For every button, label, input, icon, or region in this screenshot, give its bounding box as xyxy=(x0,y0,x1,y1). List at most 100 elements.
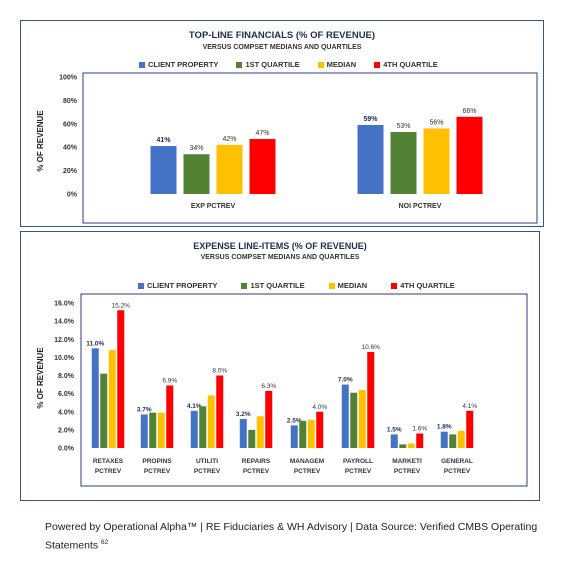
data-label: 42% xyxy=(222,136,236,143)
y-tick-label: 0.0% xyxy=(58,446,75,453)
data-label: 66% xyxy=(462,108,476,115)
legend-label-q4: 4TH QUARTILE xyxy=(383,60,438,69)
bar-2-0 xyxy=(216,144,243,194)
legend-swatch-q4 xyxy=(391,282,398,289)
y-tick-label: 40% xyxy=(63,145,78,152)
bar-2-4 xyxy=(307,419,315,448)
data-label: 2.5% xyxy=(287,417,302,424)
data-label: 34% xyxy=(189,145,203,152)
plot-area-frame xyxy=(82,72,538,224)
legend-swatch-q1 xyxy=(241,282,248,289)
legend-swatch-client xyxy=(139,61,145,68)
bar-2-5 xyxy=(358,390,366,448)
bar-1-5 xyxy=(350,392,358,448)
x-tick-label: NOI PCTREV xyxy=(399,203,442,210)
data-label: 41% xyxy=(156,137,171,144)
legend-swatch-median xyxy=(317,61,324,68)
bar-0-6 xyxy=(390,434,398,448)
data-label: 1.6% xyxy=(412,426,427,433)
data-label: 4.1% xyxy=(462,403,477,410)
y-tick-label: 60% xyxy=(63,121,78,128)
y-tick-label: 12.0% xyxy=(54,337,75,344)
y-axis-label: % OF REVENUE xyxy=(36,347,45,409)
footer-attribution: Powered by Operational Alpha™ | RE Fiduc… xyxy=(45,521,538,552)
bar-3-1 xyxy=(166,385,174,448)
legend-label-median: MEDIAN xyxy=(337,281,368,290)
x-tick-label: GENERAL xyxy=(441,458,473,465)
data-label: 15.2% xyxy=(112,302,131,309)
x-tick-label: UTILITI xyxy=(196,458,218,465)
y-axis-label: % OF REVENUE xyxy=(36,110,45,172)
y-tick-label: 2.0% xyxy=(58,427,75,434)
data-label: 8.0% xyxy=(212,368,227,375)
bar-3-3 xyxy=(265,390,273,448)
x-tick-label: PCTREV xyxy=(95,468,122,475)
chart-legend: CLIENT PROPERTY 1ST QUARTILE MEDIAN 4TH … xyxy=(138,281,455,290)
legend-item-q4: 4TH QUARTILE xyxy=(391,281,455,290)
bar-3-6 xyxy=(416,433,424,448)
x-tick-label: PCTREV xyxy=(444,468,471,475)
bar-1-6 xyxy=(399,444,407,448)
top-line-chart-svg: 0% 20% 40% 60% 80% 100% % OF REVENUE 41% 34% 42% 4… xyxy=(36,72,538,224)
y-tick-label: 8.0% xyxy=(58,373,75,380)
x-tick-label: PAYROLL xyxy=(343,458,373,465)
bar-0-5 xyxy=(341,384,349,448)
legend-swatch-q1 xyxy=(236,61,243,68)
bar-3-1 xyxy=(456,116,483,194)
x-tick-label: PCTREV xyxy=(194,468,221,475)
bar-1-4 xyxy=(299,420,307,448)
data-label: 53% xyxy=(396,123,410,130)
x-tick-label: PCTREV xyxy=(394,468,421,475)
bar-3-0 xyxy=(117,310,125,448)
x-tick-label: PCTREV xyxy=(144,468,171,475)
bar-1-1 xyxy=(390,131,417,194)
bar-3-5 xyxy=(367,351,375,448)
bar-3-2 xyxy=(216,375,224,448)
x-tick-label: PCTREV xyxy=(243,468,270,475)
bar-3-4 xyxy=(316,411,324,448)
chart-subtitle: VERSUS COMPSET MEDIANS AND QUARTILES xyxy=(200,254,360,261)
x-tick-label: MARKETI xyxy=(392,458,422,465)
y-tick-label: 10.0% xyxy=(54,355,75,362)
bar-1-1 xyxy=(149,412,157,448)
top-line-chart-panel: TOP-LINE FINANCIALS (% OF REVENUE) VERSU… xyxy=(20,20,544,227)
bar-2-2 xyxy=(207,395,215,448)
x-tick-label: RETAXES xyxy=(93,458,124,465)
legend-item-q4: 4TH QUARTILE xyxy=(374,60,438,69)
bar-0-3 xyxy=(239,419,247,448)
bar-3-7 xyxy=(466,410,474,448)
legend-label-q1: 1ST QUARTILE xyxy=(250,281,305,290)
footer-text: Powered by Operational Alpha™ | RE Fiduc… xyxy=(45,519,545,554)
data-label: 11.0% xyxy=(86,340,104,347)
plot-area-frame xyxy=(80,293,528,487)
bar-0-0 xyxy=(91,348,99,448)
legend-label-client: CLIENT PROPERTY xyxy=(148,60,219,69)
legend-label-client: CLIENT PROPERTY xyxy=(147,281,218,290)
data-label: 10.6% xyxy=(362,344,381,351)
legend-item-median: MEDIAN xyxy=(328,281,368,290)
bar-1-0 xyxy=(183,154,210,194)
y-tick-label: 100% xyxy=(59,75,78,82)
y-tick-label: 14.0% xyxy=(54,319,75,326)
legend-label-q1: 1ST QUARTILE xyxy=(245,60,300,69)
data-label: 56% xyxy=(429,119,443,126)
bar-3-0 xyxy=(249,139,276,194)
legend-item-median: MEDIAN xyxy=(317,60,356,69)
bar-0-7 xyxy=(440,431,448,448)
legend-item-q1: 1ST QUARTILE xyxy=(236,60,300,69)
x-tick-label: PROPINS xyxy=(142,458,172,465)
expense-chart-panel: EXPENSE LINE-ITEMS (% OF REVENUE) VERSUS… xyxy=(20,231,540,501)
y-tick-label: 0% xyxy=(67,192,78,199)
legend-label-q4: 4TH QUARTILE xyxy=(400,281,455,290)
bar-1-7 xyxy=(449,434,457,448)
bar-2-7 xyxy=(457,430,465,448)
chart-legend: CLIENT PROPERTY 1ST QUARTILE MEDIAN 4TH … xyxy=(139,60,438,69)
data-label: 7.0% xyxy=(338,377,353,384)
legend-item-client: CLIENT PROPERTY xyxy=(139,60,218,69)
chart-subtitle: VERSUS COMPSET MEDIANS AND QUARTILES xyxy=(202,44,362,51)
legend-swatch-client xyxy=(138,282,144,289)
data-label: 3.7% xyxy=(137,406,152,413)
y-tick-label: 6.0% xyxy=(58,391,75,398)
bar-2-1 xyxy=(157,412,165,448)
data-label: 1.5% xyxy=(387,426,402,433)
